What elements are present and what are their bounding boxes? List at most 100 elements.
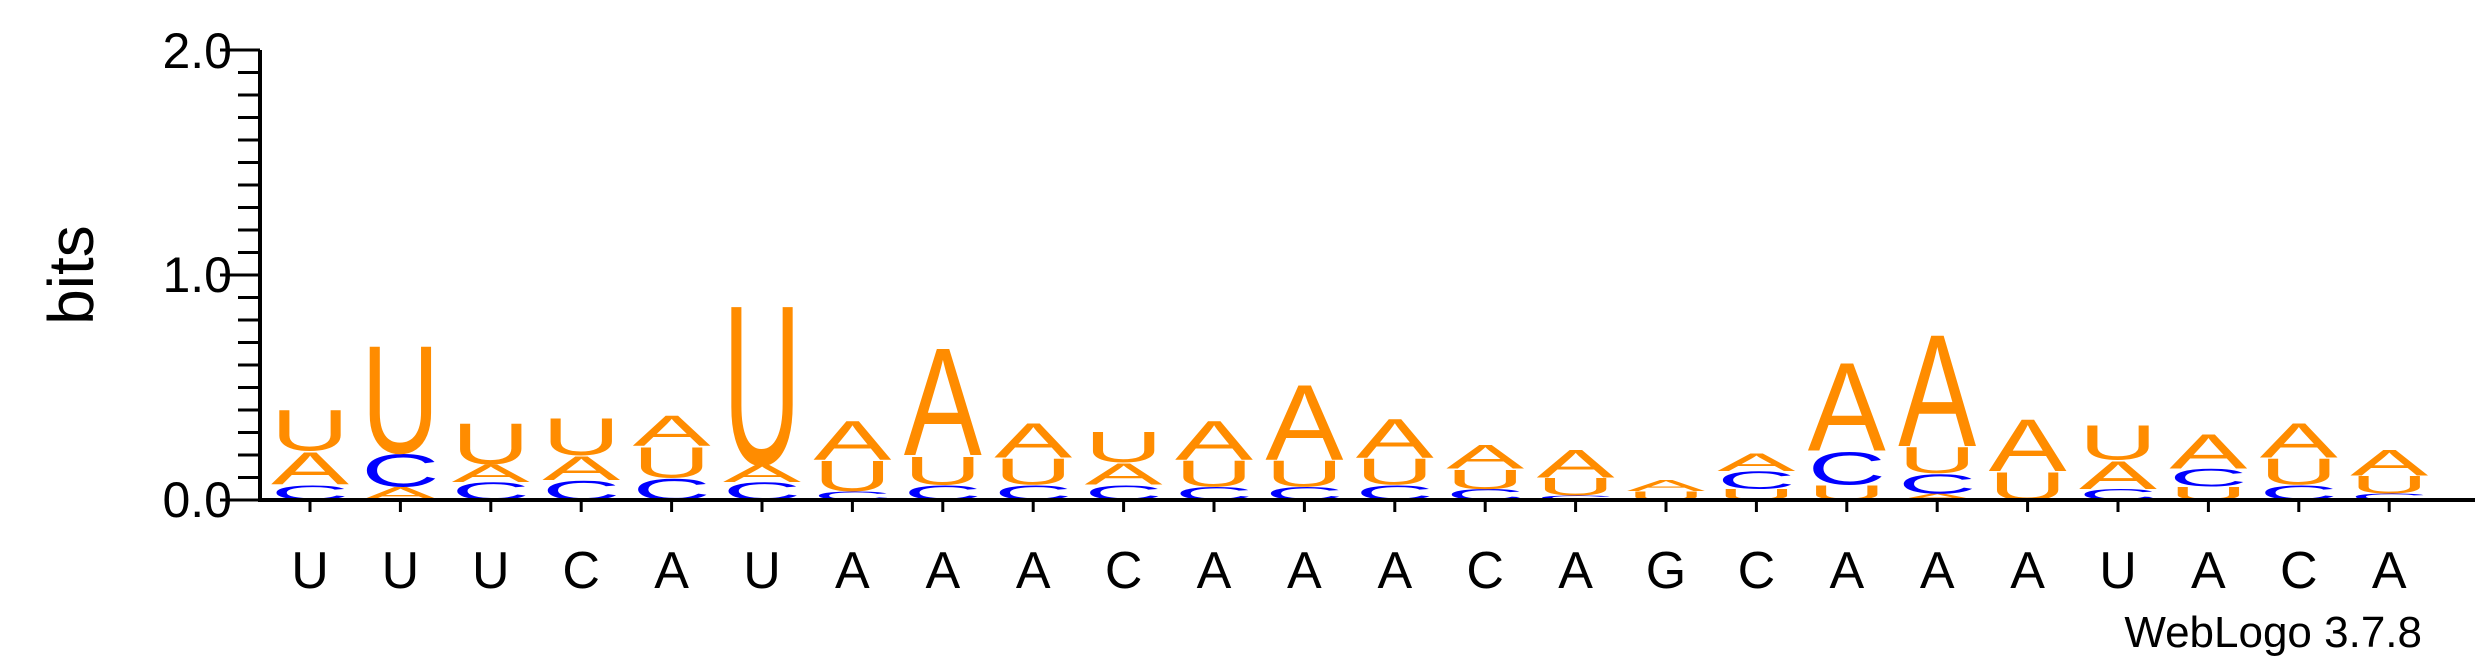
svg-text:A: A xyxy=(723,460,801,487)
logo-letter-A: A xyxy=(994,413,1073,468)
logo-letter-C: C xyxy=(2169,465,2247,492)
logo-letter-U: U xyxy=(1537,474,1615,501)
logo-letter-A: A xyxy=(2079,453,2157,498)
svg-text:C: C xyxy=(1808,443,1886,495)
logo-letter-U: U xyxy=(361,314,439,486)
svg-text:A: A xyxy=(1989,405,2068,487)
x-tick-label: U xyxy=(291,542,329,600)
logo-letter-A: A xyxy=(1898,492,1977,502)
svg-text:U: U xyxy=(1537,474,1615,501)
logo-letter-U: U xyxy=(452,412,530,477)
logo-letter-U: U xyxy=(723,258,801,513)
x-tick-label: C xyxy=(2280,542,2318,600)
svg-text:U: U xyxy=(1265,453,1343,494)
x-tick-label: U xyxy=(2099,542,2137,600)
svg-text:U: U xyxy=(813,452,891,500)
svg-text:A: A xyxy=(1085,456,1164,490)
logo-letter-A: A xyxy=(1627,477,1705,494)
svg-text:A: A xyxy=(633,407,712,455)
svg-text:A: A xyxy=(1717,449,1795,476)
svg-text:A: A xyxy=(1265,362,1343,483)
logo-letter-C: C xyxy=(1898,468,1976,499)
x-tick-label: A xyxy=(925,542,960,600)
svg-text:U: U xyxy=(271,398,349,463)
y-axis-label: bits xyxy=(35,225,107,325)
logo-letter-A: A xyxy=(542,449,620,487)
x-tick-label: A xyxy=(1287,542,1322,600)
svg-text:C: C xyxy=(1537,494,1615,501)
logo-letter-U: U xyxy=(2350,471,2428,498)
svg-text:A: A xyxy=(2350,442,2429,483)
logo-letter-A: A xyxy=(1085,456,1164,490)
logo-letter-A: A xyxy=(1808,336,1886,477)
logo-letter-U: U xyxy=(633,439,711,487)
x-tick-label: A xyxy=(1558,542,1593,600)
svg-text:A: A xyxy=(904,317,982,489)
x-tick-label: C xyxy=(1105,542,1143,600)
svg-text:U: U xyxy=(1356,451,1434,492)
svg-text:C: C xyxy=(2169,465,2247,492)
logo-letter-A: A xyxy=(2350,442,2429,483)
svg-text:U: U xyxy=(2350,471,2428,498)
logo-letter-A: A xyxy=(1537,442,1615,487)
svg-text:A: A xyxy=(1446,438,1524,476)
logo-letter-C: C xyxy=(1717,467,1795,494)
logo-letter-U: U xyxy=(271,398,349,463)
svg-text:U: U xyxy=(542,408,620,467)
logo-letter-U: U xyxy=(1446,464,1524,495)
x-tick-label: C xyxy=(1466,542,1504,600)
x-tick-label: A xyxy=(1829,542,1864,600)
logo-letter-C: C xyxy=(361,445,439,497)
x-tick-label: A xyxy=(654,542,689,600)
logo-letter-U: U xyxy=(1265,453,1343,494)
x-tick-label: U xyxy=(743,542,781,600)
logo-letter-U: U xyxy=(813,452,891,500)
logo-letter-A: A xyxy=(1898,301,1976,480)
x-axis-ticks xyxy=(308,500,2391,512)
svg-text:A: A xyxy=(452,460,530,487)
logo-letter-U: U xyxy=(2260,451,2338,492)
logo-letter-C: C xyxy=(2350,492,2428,502)
svg-text:U: U xyxy=(361,314,439,486)
logo-letter-U: U xyxy=(904,448,982,493)
logo-letter-U: U xyxy=(542,408,620,467)
logo-letter-A: A xyxy=(1717,449,1795,476)
svg-text:U: U xyxy=(633,439,711,487)
y-tick-label-1: 1.0 xyxy=(162,247,232,303)
x-tick-label: A xyxy=(835,542,870,600)
y-axis: 0.0 1.0 2.0 bits xyxy=(35,23,262,528)
x-tick-label: U xyxy=(472,542,510,600)
svg-text:C: C xyxy=(1717,467,1795,494)
logo-letter-U: U xyxy=(1085,423,1163,471)
x-tick-label: C xyxy=(562,542,600,600)
svg-text:U: U xyxy=(723,258,801,513)
logo-letter-A: A xyxy=(271,443,349,495)
logo-letter-A: A xyxy=(1446,438,1524,476)
logo-letter-U: U xyxy=(1175,453,1253,494)
logo-letter-U: U xyxy=(1356,451,1434,492)
svg-text:A: A xyxy=(542,449,620,487)
svg-text:U: U xyxy=(452,412,530,477)
logo-letter-A: A xyxy=(723,460,801,487)
svg-text:U: U xyxy=(2079,415,2157,470)
svg-text:U: U xyxy=(1085,423,1163,471)
y-axis-ticks xyxy=(220,48,260,502)
x-tick-label: A xyxy=(1377,542,1412,600)
x-tick-label: A xyxy=(2372,542,2407,600)
x-tick-label: A xyxy=(2010,542,2045,600)
svg-text:U: U xyxy=(2260,451,2338,492)
logo-letter-A: A xyxy=(1265,362,1343,483)
weblogo-credit: WebLogo 3.7.8 xyxy=(2124,608,2422,657)
svg-text:A: A xyxy=(2169,424,2248,479)
x-tick-label: A xyxy=(1920,542,1955,600)
svg-text:U: U xyxy=(994,451,1072,492)
logo-letter-C: C xyxy=(1537,494,1615,501)
svg-text:U: U xyxy=(904,448,982,493)
logo-letter-A: A xyxy=(633,407,712,455)
svg-text:C: C xyxy=(2350,492,2428,502)
logo-letter-A: A xyxy=(813,410,891,472)
logo-letter-A: A xyxy=(904,317,982,489)
x-tick-label: A xyxy=(1016,542,1051,600)
